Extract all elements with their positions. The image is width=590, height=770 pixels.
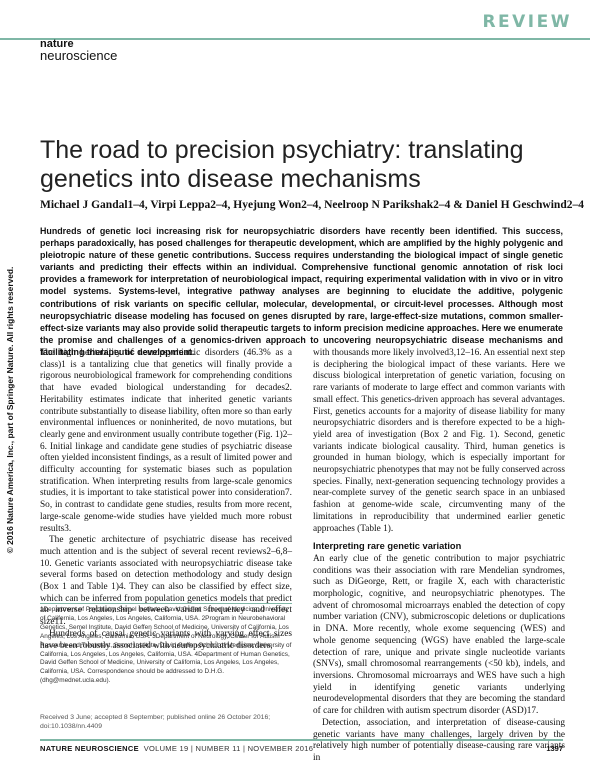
paragraph: The genetic architecture of psychiatric … [40, 535, 292, 628]
affiliations-text: 1Department of Psychiatry, Semel Institu… [40, 606, 292, 685]
journal-logo: nature neuroscience [40, 38, 118, 63]
footer-rule [40, 739, 563, 741]
paragraph: Hundreds of causal genetic variants with… [40, 628, 292, 651]
author-list: Michael J Gandal1–4, Virpi Leppa2–4, Hye… [40, 199, 584, 211]
body-column-right: with thousands more likely involved3,12–… [313, 348, 565, 765]
body-column-left: The high heritability of neuropsychiatri… [40, 348, 292, 652]
page-number: 1397 [546, 744, 563, 753]
copyright-sidebar: © 2016 Nature America, Inc., part of Spr… [1, 200, 19, 620]
article-title: The road to precision psychiatry: transl… [40, 136, 524, 193]
affiliations-footnote: 1Department of Psychiatry, Semel Institu… [40, 606, 292, 686]
footer-citation: NATURE NEUROSCIENCE VOLUME 19 | NUMBER 1… [40, 744, 313, 753]
footer-journal: NATURE NEUROSCIENCE [40, 744, 139, 753]
received-text: Received 3 June; accepted 8 September; p… [40, 714, 271, 730]
section-label: REVIEW [482, 12, 572, 32]
paragraph: The high heritability of neuropsychiatri… [40, 348, 292, 534]
footer-volume: VOLUME 19 | NUMBER 11 | NOVEMBER 2016 [143, 744, 314, 753]
copyright-text: © 2016 Nature America, Inc., part of Spr… [5, 266, 15, 554]
received-info: Received 3 June; accepted 8 September; p… [40, 713, 292, 731]
abstract-text: Hundreds of genetic loci increasing risk… [40, 226, 563, 357]
author-list-text: Michael J Gandal1–4, Virpi Leppa2–4, Hye… [40, 199, 584, 211]
paragraph: with thousands more likely involved3,12–… [313, 348, 565, 534]
paragraph: An early clue of the genetic contributio… [313, 553, 565, 717]
paragraph: Detection, association, and interpretati… [313, 717, 565, 763]
header-rule [0, 38, 590, 40]
abstract: Hundreds of genetic loci increasing risk… [40, 225, 563, 358]
journal-logo-line1: nature [40, 38, 74, 50]
section-heading: Interpreting rare genetic variation [313, 541, 462, 552]
footnote-rule [40, 603, 292, 604]
journal-logo-line2: neuroscience [40, 48, 118, 63]
